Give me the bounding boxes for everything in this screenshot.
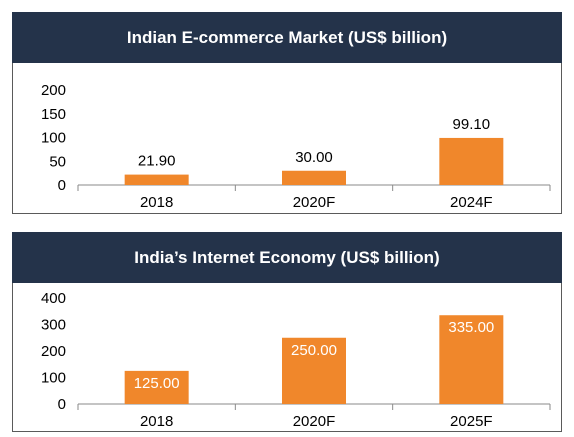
- chart-title: Indian E-commerce Market (US$ billion): [126, 27, 448, 47]
- y-tick-label: 150: [41, 106, 66, 123]
- bar: [282, 170, 346, 185]
- chart-title: India’s Internet Economy (US$ billion): [134, 247, 440, 267]
- bar: [124, 174, 189, 185]
- chart-panel-internet-economy: India’s Internet Economy (US$ billion) 0…: [0, 232, 574, 432]
- chart-title-banner: India’s Internet Economy (US$ billion): [12, 232, 562, 283]
- y-tick-label: 100: [41, 130, 66, 147]
- x-tick-label: 2018: [140, 194, 173, 211]
- data-label: 250.00: [291, 342, 337, 359]
- data-label: 21.90: [138, 153, 176, 170]
- ecommerce-bar-chart: 0 50 100 150 200 21.90 2018 30.00 2020F 99.10 2024…: [41, 82, 551, 211]
- bar: [124, 370, 189, 404]
- x-tick-label: 2024F: [450, 194, 493, 211]
- plot-frame: 0 50 100 150 200 21.90 2018 30.00 2020F 99.10 2024…: [12, 63, 562, 214]
- chart-title-banner: Indian E-commerce Market (US$ billion): [12, 12, 562, 63]
- y-tick-label: 0: [58, 396, 66, 413]
- data-label: 99.10: [453, 116, 491, 133]
- bar: [439, 315, 504, 404]
- y-tick-label: 0: [58, 177, 66, 194]
- bar: [439, 137, 504, 185]
- plot-frame: 0 100 200 300 400 125.00 2018 250.00 2020F 335.00…: [12, 283, 562, 432]
- bar: [282, 337, 346, 404]
- data-label: 335.00: [448, 319, 494, 336]
- x-tick-label: 2018: [140, 413, 173, 430]
- data-label: 30.00: [295, 149, 333, 166]
- y-tick-label: 200: [41, 82, 66, 99]
- internet-economy-bar-chart: 0 100 200 300 400 125.00 2018 250.00 2020F 335.00…: [41, 290, 551, 430]
- x-tick-label: 2020F: [293, 413, 336, 430]
- y-tick-label: 100: [41, 370, 66, 387]
- x-tick-label: 2025F: [450, 413, 493, 430]
- y-tick-label: 200: [41, 343, 66, 360]
- x-tick-label: 2020F: [293, 194, 336, 211]
- chart-panel-ecommerce: Indian E-commerce Market (US$ billion) 0…: [0, 12, 574, 214]
- data-label: 125.00: [134, 375, 180, 392]
- y-tick-label: 400: [41, 290, 66, 307]
- y-tick-label: 50: [49, 153, 66, 170]
- y-tick-label: 300: [41, 317, 66, 334]
